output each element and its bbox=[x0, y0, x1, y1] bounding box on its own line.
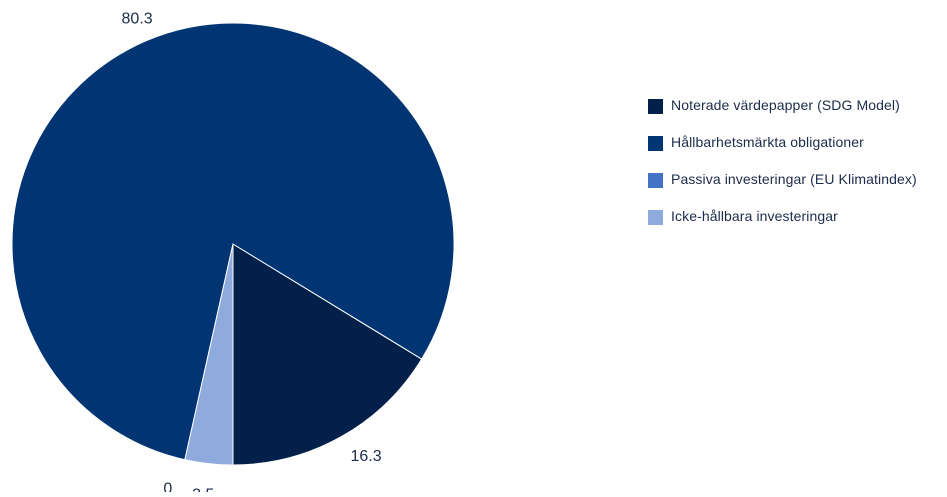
pie-slices bbox=[11, 22, 455, 466]
legend-item-icke-hallbara-investeringar: Icke-hållbara investeringar bbox=[648, 197, 947, 234]
legend-swatch-noterade-vardepapper bbox=[648, 99, 663, 114]
legend-label-icke-hallbara-investeringar: Icke-hållbara investeringar bbox=[671, 207, 838, 224]
legend-label-hallbarhetsmarkta-obligationer: Hållbarhetsmärkta obligationer bbox=[671, 133, 864, 150]
legend-item-passiva-investeringar: Passiva investeringar (EU Klimatindex) bbox=[648, 160, 947, 197]
pie-slice-hallbarhetsmarkta-obligationer bbox=[11, 22, 455, 461]
legend-item-hallbarhetsmarkta-obligationer: Hållbarhetsmärkta obligationer bbox=[648, 123, 947, 160]
slice-label-passiva-investeringar: 0 bbox=[163, 480, 172, 492]
pie-slice-noterade-vardepapper bbox=[232, 243, 423, 466]
chart-legend: Noterade värdepapper (SDG Model) Hållbar… bbox=[648, 86, 947, 234]
slice-label-hallbarhetsmarkta-obligationer: 80.3 bbox=[122, 11, 153, 28]
slice-label-icke-hallbara-investeringar: 3.5 bbox=[192, 487, 214, 492]
legend-item-noterade-vardepapper: Noterade värdepapper (SDG Model) bbox=[648, 86, 947, 123]
pie-slice-icke-hallbara-investeringar bbox=[184, 243, 234, 466]
legend-label-noterade-vardepapper: Noterade värdepapper (SDG Model) bbox=[671, 96, 900, 113]
legend-swatch-passiva-investeringar bbox=[648, 173, 663, 188]
slice-label-noterade-vardepapper: 16.3 bbox=[350, 448, 381, 465]
legend-swatch-icke-hallbara-investeringar bbox=[648, 210, 663, 225]
legend-swatch-hallbarhetsmarkta-obligationer bbox=[648, 136, 663, 151]
legend-label-passiva-investeringar: Passiva investeringar (EU Klimatindex) bbox=[671, 170, 917, 187]
